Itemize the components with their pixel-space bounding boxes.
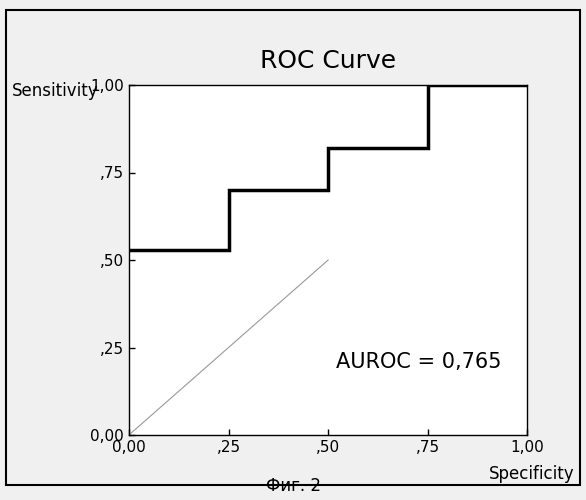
Text: Specificity: Specificity [489, 465, 574, 483]
Text: Sensitivity: Sensitivity [12, 82, 98, 100]
Text: AUROC = 0,765: AUROC = 0,765 [336, 352, 502, 372]
Text: Фиг. 2: Фиг. 2 [265, 477, 321, 495]
Title: ROC Curve: ROC Curve [260, 50, 396, 74]
